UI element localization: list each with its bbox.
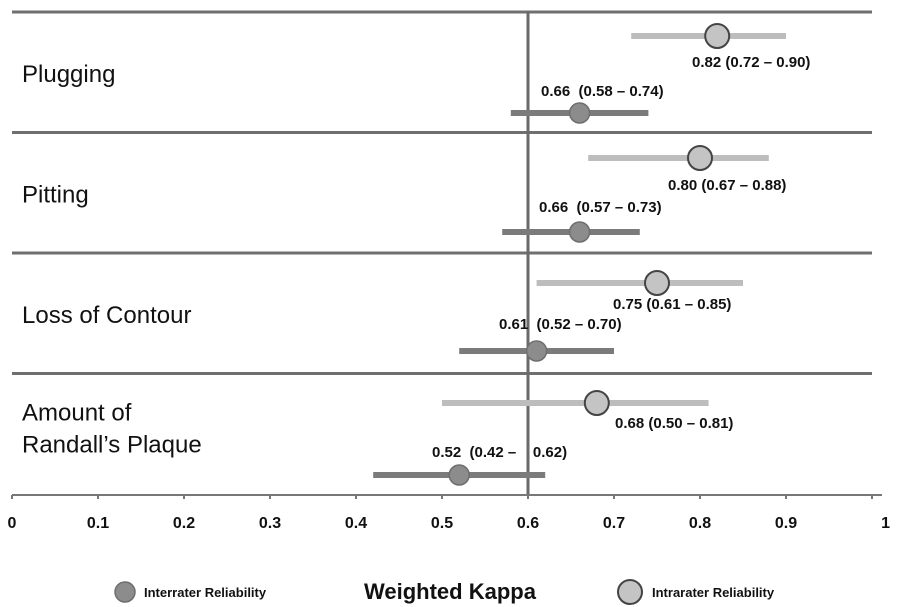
legend-label-intrarater: Intrarater Reliability [652,585,775,600]
intrarater-point [687,145,713,171]
category-label: Plugging [22,61,115,88]
x-tick-label: 0.6 [517,515,539,532]
category-label: Pitting [22,182,89,209]
intrarater-value-label: 0.82 (0.72 – 0.90) [692,54,810,71]
interrater-point [525,340,548,362]
category-label: Loss of Contour [22,302,191,329]
x-tick-label: 0.1 [87,515,109,532]
legend-swatch-intrarater [617,579,643,605]
intrarater-point [704,23,731,49]
x-tick-label: 0.5 [431,515,453,532]
data-marks: 0.82 (0.72 – 0.90) 0.66 (0.58 – 0.74) 0.80… [373,23,810,486]
interrater-value-label: 0.52 (0.42 – 0.62) [432,444,567,461]
x-axis: 0 0.1 0.2 0.3 0.4 0.5 0.6 0.7 0.8 0.9 1 [8,494,890,532]
category-label: Randall’s Plaque [22,432,202,459]
x-axis-title: Weighted Kappa [364,579,537,604]
x-tick-label: 1 [881,515,890,532]
legend-label-interrater: Interrater Reliability [144,585,267,600]
category-rows: Plugging Pitting Loss of Contour Amount of R… [12,10,872,459]
legend: Interrater Reliability Weighted Kappa In… [114,579,775,605]
x-tick-label: 0.9 [775,515,797,532]
interrater-value-label: 0.61 (0.52 – 0.70) [499,316,622,333]
x-tick-label: 0.7 [603,515,625,532]
x-tick-label: 0.3 [259,515,281,532]
interrater-point [568,221,591,243]
x-tick-label: 0.4 [345,515,367,532]
interrater-value-label: 0.66 (0.58 – 0.74) [541,83,664,100]
legend-swatch-interrater [114,581,136,603]
intrarater-value-label: 0.68 (0.50 – 0.81) [615,415,733,432]
interrater-value-label: 0.66 (0.57 – 0.73) [539,199,662,216]
x-tick-label: 0.8 [689,515,711,532]
interrater-point [568,102,591,124]
intrarater-value-label: 0.75 (0.61 – 0.85) [613,296,731,313]
intrarater-value-label: 0.80 (0.67 – 0.88) [668,177,786,194]
intrarater-point [583,390,610,416]
intrarater-point [644,270,670,296]
x-tick-label: 0 [8,515,17,532]
category-label: Amount of [22,400,132,427]
x-tick-label: 0.2 [173,515,195,532]
interrater-point [448,464,470,486]
